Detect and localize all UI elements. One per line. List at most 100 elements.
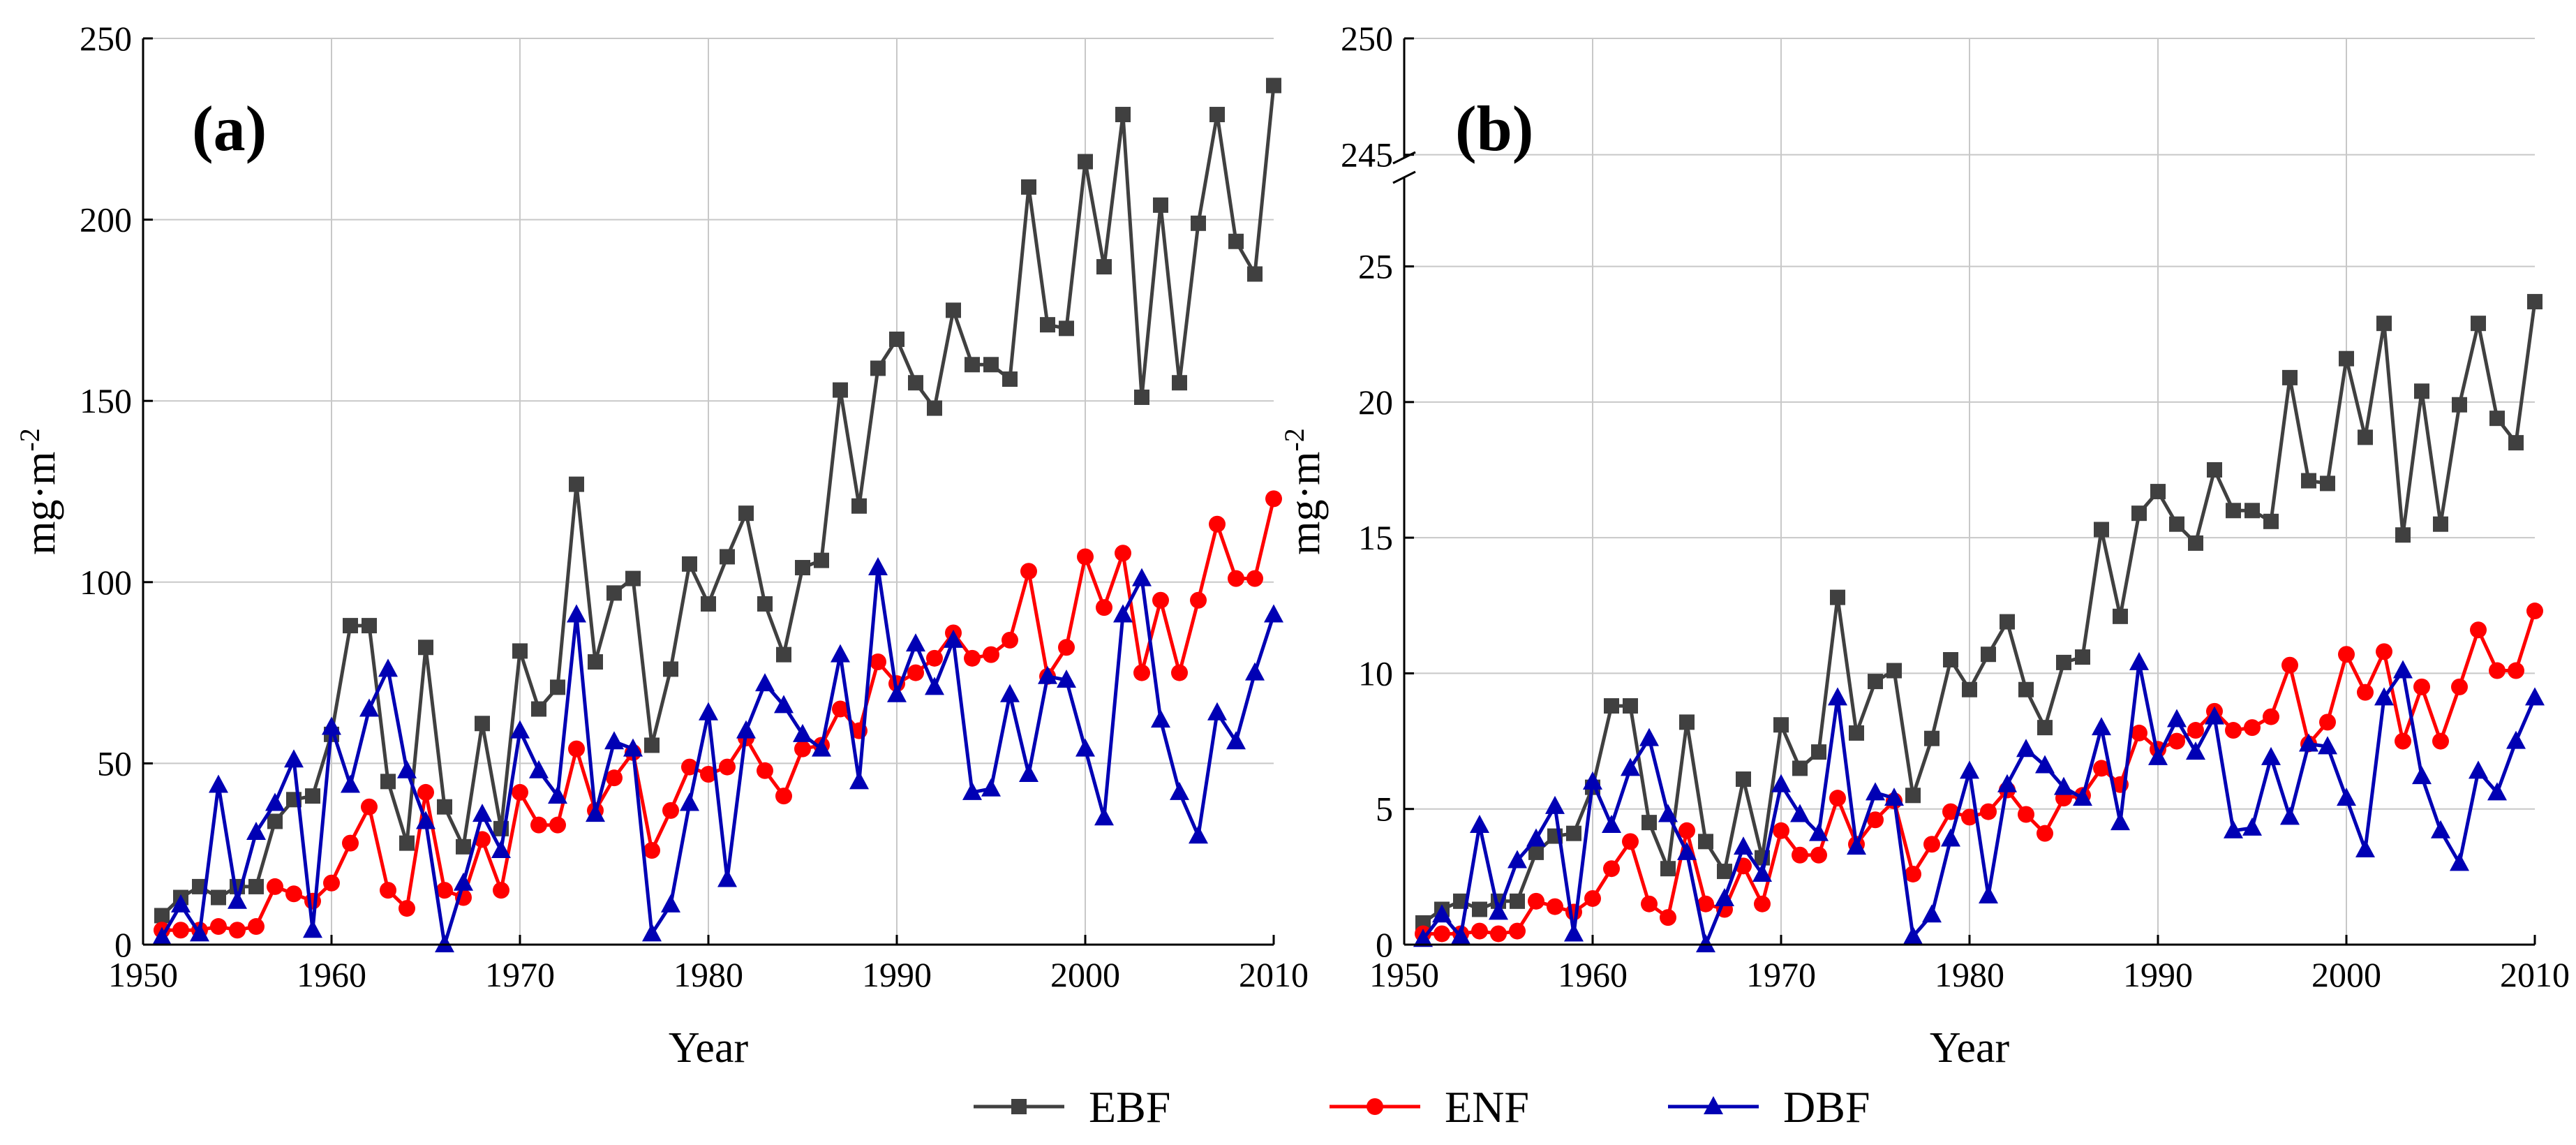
- data-point-dbf: [1432, 904, 1452, 923]
- data-point-enf: [964, 649, 981, 667]
- data-point-dbf: [2035, 755, 2055, 774]
- y-tick-label: 150: [80, 381, 132, 420]
- data-point-dbf: [2054, 776, 2074, 795]
- data-point-dbf: [906, 633, 925, 652]
- data-point-ebf: [475, 716, 490, 732]
- data-point-ebf: [1679, 714, 1695, 730]
- data-point-ebf: [2358, 429, 2373, 445]
- x-tick-label: 2010: [1239, 955, 1309, 994]
- data-point-enf: [1509, 922, 1526, 940]
- x-tick-label: 1950: [1369, 955, 1439, 994]
- data-point-dbf: [1752, 863, 1772, 882]
- panel-label: (a): [192, 93, 267, 164]
- data-point-ebf: [738, 505, 754, 522]
- x-tick-label: 1980: [1935, 955, 2004, 994]
- data-point-ebf: [2339, 350, 2354, 367]
- data-point-ebf: [1096, 259, 1112, 275]
- data-point-ebf: [946, 302, 961, 318]
- data-point-dbf: [1903, 926, 1923, 945]
- data-point-enf: [2225, 722, 2242, 739]
- data-point-ebf: [1773, 717, 1789, 733]
- series-line-enf: [1423, 610, 2537, 936]
- data-point-enf: [380, 882, 396, 899]
- data-point-dbf: [1470, 815, 1489, 834]
- data-point-dbf: [1189, 825, 1208, 844]
- x-tick-label: 1990: [862, 955, 932, 994]
- data-point-enf: [1490, 925, 1507, 943]
- data-point-enf: [1547, 898, 1563, 915]
- data-point-dbf: [2469, 760, 2488, 779]
- data-point-ebf: [2508, 435, 2524, 451]
- data-point-dbf: [1960, 760, 1979, 779]
- data-point-dbf: [2242, 817, 2262, 836]
- data-point-dbf: [1847, 836, 1866, 855]
- data-point-enf: [248, 918, 265, 936]
- x-tick-label: 2000: [1050, 955, 1120, 994]
- grid: [1404, 38, 2535, 945]
- data-point-ebf: [2527, 294, 2543, 310]
- data-point-enf: [210, 918, 227, 936]
- data-point-dbf: [1094, 807, 1114, 826]
- y-tick-label: 250: [80, 19, 132, 58]
- data-point-ebf: [2244, 503, 2260, 519]
- data-point-enf: [1171, 664, 1188, 681]
- data-point-enf: [1660, 909, 1676, 926]
- data-point-dbf: [887, 684, 907, 702]
- data-point-enf: [568, 740, 585, 758]
- series-line-dbf: [160, 566, 1276, 947]
- data-point-dbf: [661, 894, 680, 913]
- x-tick-label: 2010: [2500, 955, 2570, 994]
- y-tick-label: 20: [1358, 383, 1393, 422]
- data-point-dbf: [435, 934, 454, 952]
- data-point-enf: [907, 664, 924, 681]
- data-point-dbf: [1264, 604, 1283, 623]
- data-point-enf: [2432, 732, 2449, 750]
- data-point-dbf: [1226, 731, 1246, 750]
- data-point-dbf: [2487, 782, 2507, 801]
- data-point-enf: [2187, 722, 2204, 739]
- data-point-dbf: [2506, 730, 2526, 749]
- data-point-ebf: [2000, 614, 2015, 630]
- series-line-enf: [162, 498, 1276, 932]
- data-point-dbf: [981, 778, 1001, 797]
- data-point-enf: [2281, 656, 2298, 674]
- data-point-ebf: [927, 400, 942, 416]
- data-point-dbf: [1734, 836, 1753, 855]
- data-point-ebf: [908, 375, 923, 391]
- legend: EBF ENF DBF: [974, 1082, 1870, 1132]
- data-point-ebf: [2131, 505, 2147, 522]
- data-point-enf: [1905, 865, 1921, 882]
- y-tick-label: 0: [1376, 925, 1393, 964]
- data-point-enf: [681, 758, 698, 776]
- data-point-dbf: [1715, 887, 1734, 906]
- x-tick-label: 1960: [1558, 955, 1628, 994]
- data-point-ebf: [757, 596, 773, 612]
- data-point-enf: [1246, 570, 1263, 587]
- data-point-enf: [2018, 806, 2034, 823]
- data-point-enf: [1471, 922, 1488, 940]
- data-point-enf: [1528, 892, 1544, 910]
- data-point-enf: [1434, 925, 1450, 943]
- data-point-enf: [1622, 833, 1639, 850]
- data-point-dbf: [2092, 717, 2111, 736]
- y-tick-label: 50: [97, 744, 132, 783]
- data-point-enf: [1020, 563, 1037, 580]
- data-point-enf: [493, 882, 509, 899]
- data-point-enf: [1265, 490, 1282, 508]
- data-point-enf: [436, 882, 453, 899]
- data-point-ebf: [2376, 316, 2392, 332]
- panel-label: (b): [1455, 93, 1533, 164]
- data-point-ebf: [154, 908, 170, 924]
- axes: 1950 1960 1970 1980 1990 2000 2010 0 50 100 150 200…: [80, 19, 1309, 994]
- data-point-dbf: [812, 738, 831, 757]
- data-point-ebf: [569, 476, 584, 492]
- data-point-ebf: [682, 556, 697, 572]
- data-point-ebf: [2452, 397, 2467, 413]
- data-point-dbf: [1489, 901, 1508, 920]
- data-point-ebf: [1472, 901, 1487, 917]
- data-point-ebf: [2169, 516, 2184, 532]
- x-tick-label: 2000: [2311, 955, 2381, 994]
- grid: [143, 38, 1274, 945]
- y-axis-label-superscript: -2: [14, 428, 45, 451]
